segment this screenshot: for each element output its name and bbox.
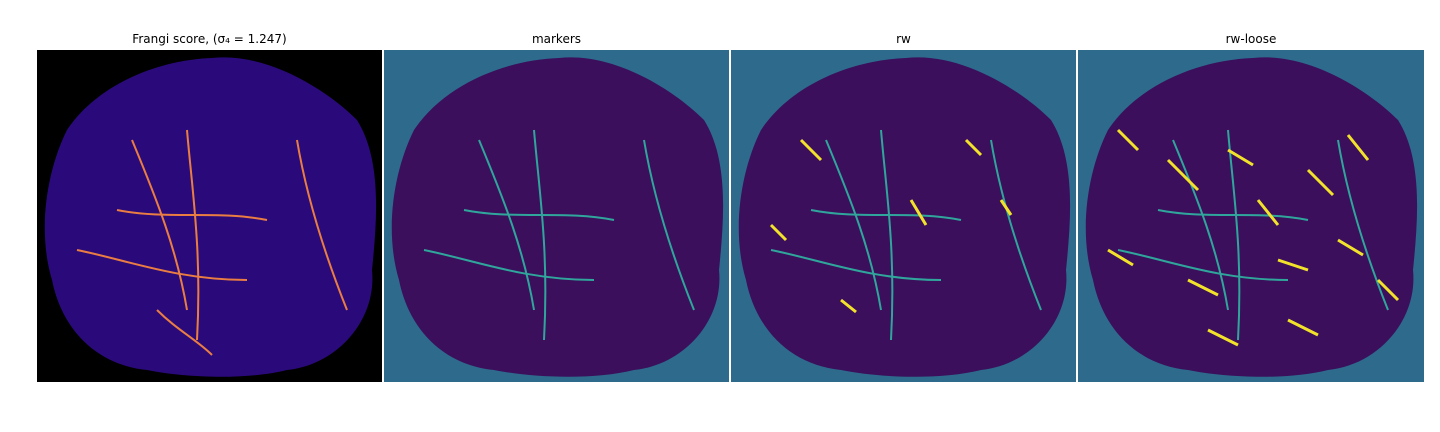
frangi-score-image: [37, 50, 382, 382]
rw-loose-image: [1078, 50, 1424, 382]
panel-title: rw: [896, 32, 911, 46]
rw-image: [731, 50, 1076, 382]
markers-image: [384, 50, 729, 382]
panel-title: markers: [531, 32, 582, 46]
panel-title: Frangi score, (σ₄ = 1.247): [132, 32, 287, 46]
panel-title: rw-loose: [1225, 32, 1277, 46]
